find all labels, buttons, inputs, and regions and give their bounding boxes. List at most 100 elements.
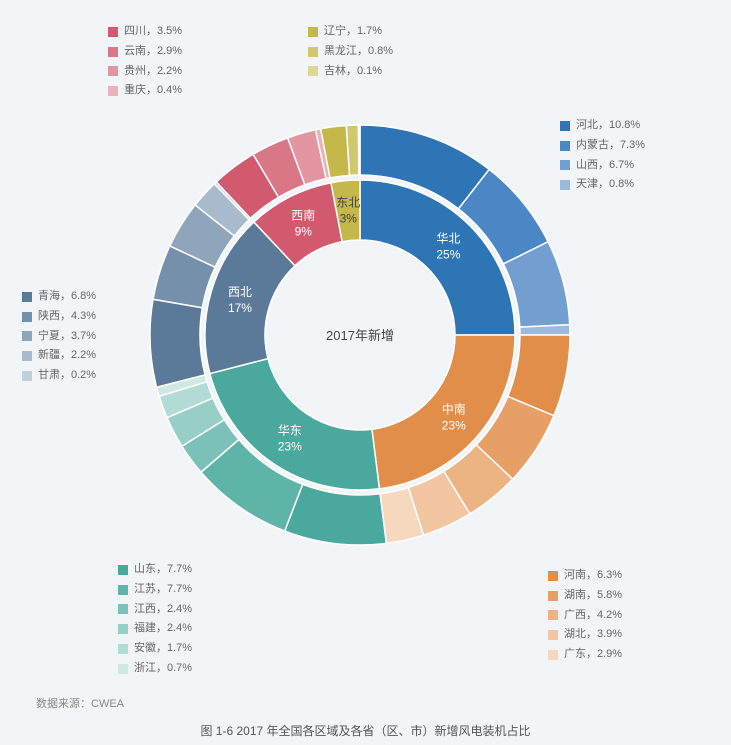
legend-item: 四川，3.5%: [108, 22, 182, 42]
region-pct: 3%: [340, 212, 358, 226]
legend-label: 甘肃，0.2%: [38, 366, 96, 386]
legend-swatch: [22, 312, 32, 322]
legend-label: 广西，4.2%: [564, 606, 622, 626]
legend-swatch: [118, 644, 128, 654]
legend-swatch: [108, 47, 118, 57]
legend-label: 黑龙江，0.8%: [324, 42, 393, 62]
legend-label: 宁夏，3.7%: [38, 327, 96, 347]
legend-swatch: [560, 141, 570, 151]
region-pct: 17%: [228, 301, 252, 315]
legend-swatch: [560, 160, 570, 170]
center-label: 2017年新增: [326, 328, 394, 343]
legend-item: 河北，10.8%: [560, 116, 645, 136]
region-name: 华东: [278, 423, 302, 437]
legend-label: 湖南，5.8%: [564, 586, 622, 606]
region-pct: 9%: [295, 225, 313, 239]
legend-label: 浙江，0.7%: [134, 659, 192, 679]
legend-item: 山东，7.7%: [118, 560, 192, 580]
legend-item: 广东，2.9%: [548, 645, 622, 665]
legend-item: 宁夏，3.7%: [22, 327, 96, 347]
legend-swatch: [548, 650, 558, 660]
legend-item: 云南，2.9%: [108, 42, 182, 62]
legend-swatch: [108, 27, 118, 37]
legend-item: 新疆，2.2%: [22, 346, 96, 366]
legend-label: 天津，0.8%: [576, 175, 634, 195]
legend-item: 黑龙江，0.8%: [308, 42, 393, 62]
legend-label: 贵州，2.2%: [124, 62, 182, 82]
legend-swatch: [308, 66, 318, 76]
legend-item: 安徽，1.7%: [118, 639, 192, 659]
region-name: 西南: [291, 208, 315, 223]
legend-label: 江西，2.4%: [134, 600, 192, 620]
legend-label: 新疆，2.2%: [38, 346, 96, 366]
legend-label: 吉林，0.1%: [324, 62, 382, 82]
legend-label: 河南，6.3%: [564, 566, 622, 586]
legend-swatch: [22, 331, 32, 341]
legend-label: 云南，2.9%: [124, 42, 182, 62]
legend-item: 重庆，0.4%: [108, 81, 182, 101]
legend-swatch: [560, 180, 570, 190]
legend-swatch: [560, 121, 570, 131]
legend-swatch: [308, 27, 318, 37]
legend-label: 青海，6.8%: [38, 287, 96, 307]
legend-swatch: [22, 292, 32, 302]
legend-group: 河北，10.8%内蒙古，7.3%山西，6.7%天津，0.8%: [560, 116, 645, 195]
legend-swatch: [22, 371, 32, 381]
legend-swatch: [548, 630, 558, 640]
legend-group: 山东，7.7%江苏，7.7%江西，2.4%福建，2.4%安徽，1.7%浙江，0.…: [118, 560, 192, 679]
legend-item: 江苏，7.7%: [118, 580, 192, 600]
legend-item: 江西，2.4%: [118, 600, 192, 620]
legend-item: 福建，2.4%: [118, 619, 192, 639]
legend-item: 辽宁，1.7%: [308, 22, 393, 42]
legend-label: 安徽，1.7%: [134, 639, 192, 659]
legend-item: 陕西，4.3%: [22, 307, 96, 327]
legend-swatch: [548, 591, 558, 601]
region-name: 华北: [436, 232, 460, 246]
legend-item: 甘肃，0.2%: [22, 366, 96, 386]
legend-item: 河南，6.3%: [548, 566, 622, 586]
legend-swatch: [108, 86, 118, 96]
legend-group: 四川，3.5%云南，2.9%贵州，2.2%重庆，0.4%: [108, 22, 182, 101]
region-name: 东北: [336, 196, 360, 210]
legend-label: 河北，10.8%: [576, 116, 640, 136]
legend-swatch: [548, 571, 558, 581]
legend-swatch: [118, 565, 128, 575]
legend-swatch: [548, 610, 558, 620]
legend-label: 广东，2.9%: [564, 645, 622, 665]
legend-group: 青海，6.8%陕西，4.3%宁夏，3.7%新疆，2.2%甘肃，0.2%: [22, 287, 96, 386]
legend-label: 山西，6.7%: [576, 156, 634, 176]
legend-swatch: [22, 351, 32, 361]
region-name: 中南: [442, 402, 466, 417]
legend-label: 陕西，4.3%: [38, 307, 96, 327]
legend-item: 天津，0.8%: [560, 175, 645, 195]
legend-swatch: [118, 664, 128, 674]
outer-slice: [358, 125, 360, 175]
legend-item: 内蒙古，7.3%: [560, 136, 645, 156]
legend-group: 辽宁，1.7%黑龙江，0.8%吉林，0.1%: [308, 22, 393, 81]
legend-item: 吉林，0.1%: [308, 62, 393, 82]
legend-swatch: [308, 47, 318, 57]
legend-item: 湖北，3.9%: [548, 625, 622, 645]
outer-slice: [520, 325, 570, 335]
outer-slice: [150, 299, 205, 387]
legend-label: 湖北，3.9%: [564, 625, 622, 645]
legend-item: 青海，6.8%: [22, 287, 96, 307]
legend-label: 山东，7.7%: [134, 560, 192, 580]
data-source: 数据来源：CWEA: [36, 695, 124, 711]
outer-slice: [285, 484, 387, 545]
legend-swatch: [118, 624, 128, 634]
region-name: 西北: [228, 285, 252, 299]
legend-swatch: [108, 66, 118, 76]
legend-swatch: [118, 604, 128, 614]
legend-item: 山西，6.7%: [560, 156, 645, 176]
region-pct: 23%: [278, 439, 302, 453]
legend-label: 内蒙古，7.3%: [576, 136, 645, 156]
legend-label: 重庆，0.4%: [124, 81, 182, 101]
region-pct: 23%: [442, 419, 466, 433]
legend-item: 湖南，5.8%: [548, 586, 622, 606]
legend-label: 江苏，7.7%: [134, 580, 192, 600]
legend-item: 贵州，2.2%: [108, 62, 182, 82]
legend-item: 浙江，0.7%: [118, 659, 192, 679]
legend-swatch: [118, 585, 128, 595]
legend-item: 广西，4.2%: [548, 606, 622, 626]
